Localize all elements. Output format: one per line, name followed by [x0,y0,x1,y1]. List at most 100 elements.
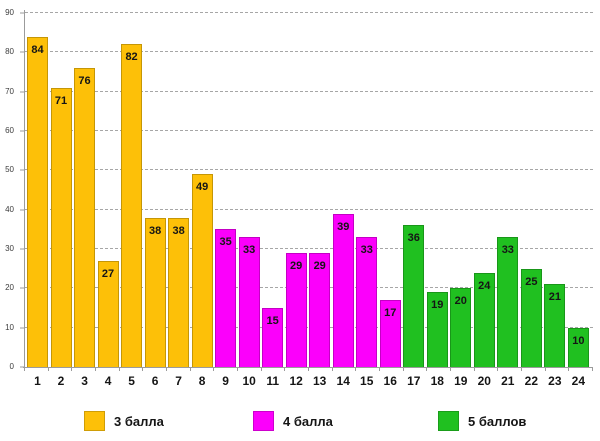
gridline [25,12,593,13]
y-axis-tick [20,91,25,93]
bar-value-label: 29 [313,259,326,272]
y-axis-tick [20,248,25,250]
legend-item-5-ballov: 5 баллов [438,411,526,431]
x-axis-tick [71,367,73,371]
bar: 76 [74,68,96,367]
x-axis-tick [118,367,120,371]
bar-value-label: 15 [266,315,279,327]
bar-value-label: 33 [243,244,256,257]
x-axis-label: 8 [198,374,206,388]
y-axis-tick [20,169,25,171]
x-axis-label: 3 [81,374,88,388]
x-axis-label: 9 [222,374,229,388]
gridline [25,51,593,53]
gridline [25,90,593,92]
legend-item-4-balla: 4 балла [253,411,333,431]
x-axis-tick [521,367,522,371]
x-axis-tick [237,367,238,371]
bar-value-label: 71 [54,94,68,107]
y-axis-tick [20,287,25,289]
legend-swatch-magenta [253,411,274,431]
bar: 36 [403,225,425,367]
x-axis-tick [189,367,191,371]
bar: 49 [191,174,213,367]
bar: 25 [520,268,542,367]
bar: 17 [379,300,401,367]
bar-value-label: 39 [337,220,350,233]
bar: 15 [262,308,284,367]
legend-label: 4 балла [283,413,333,429]
bar-value-label: 17 [384,307,397,320]
bar-value-label: 33 [360,244,373,257]
bar: 29 [309,252,331,367]
x-axis-label: 10 [242,374,256,388]
x-axis-label: 2 [57,374,65,388]
x-axis-tick [166,367,167,371]
x-axis-label: 15 [360,374,374,388]
x-axis-tick [24,367,25,371]
x-axis-label: 21 [501,374,515,388]
gridline [25,326,593,328]
y-axis-tick [20,12,25,14]
x-axis-tick [402,367,404,371]
bar: 19 [426,292,448,367]
x-axis-tick [497,367,499,371]
gridline [25,208,593,210]
x-axis-tick [426,367,428,371]
bar-value-label: 24 [478,279,491,292]
legend-label: 5 баллов [468,413,527,429]
bar-value-label: 84 [31,43,44,56]
bar: 71 [50,87,72,367]
x-axis-label: 13 [313,374,327,388]
x-axis-label: 5 [128,374,135,388]
legend-swatch-orange [84,411,105,431]
x-axis-tick [473,367,475,371]
x-axis-label: 4 [104,374,112,388]
bar-value-label: 25 [525,275,538,288]
x-axis-tick [308,367,309,371]
gridline [25,130,593,131]
bar: 21 [544,284,566,367]
x-axis-label: 6 [151,374,159,388]
bar-value-label: 19 [431,299,444,312]
y-axis-tick-label: 20 [5,283,14,293]
legend: 3 балла 4 балла 5 баллов [0,411,600,437]
x-axis-tick [260,367,262,371]
x-axis-tick [47,367,49,371]
x-axis-labels: 1 2 3 4 5 6 7 8 9 10 11 12 13 14 15 16 17 18 19 20 21 22 23 24 [25,374,591,388]
y-axis-tick-label: 40 [5,204,14,214]
legend-item-3-balla: 3 балла [84,411,164,431]
bar: 10 [567,327,589,367]
bar-value-label: 27 [101,267,115,280]
x-axis-tick [142,367,144,371]
x-axis-tick [284,367,286,371]
gridline [25,287,593,289]
x-axis-tick [544,367,546,371]
x-axis-label: 19 [454,374,468,388]
x-axis-label: 1 [34,374,41,388]
plot-area: 84 71 76 27 82 38 38 49 35 33 15 29 29 39 33 17 36 19 20 24… [23,10,593,368]
y-axis-tick [20,327,25,329]
x-axis-tick [331,367,333,371]
bar: 24 [473,272,495,367]
bar: 33 [356,237,378,367]
bar: 84 [27,36,48,367]
x-axis-label: 22 [524,374,538,388]
x-axis-tick [592,367,593,371]
x-axis-label: 23 [548,374,562,388]
y-axis-tick-label: 50 [5,165,14,175]
x-axis-ticks [24,367,593,372]
x-axis-label: 16 [383,374,397,388]
bar-value-label: 49 [195,181,209,194]
y-axis-tick [20,209,25,211]
y-axis-tick [20,130,25,132]
x-axis-label: 11 [266,374,279,388]
x-axis-tick [213,367,215,371]
bar-value-label: 38 [172,224,185,237]
bar: 38 [168,217,190,367]
y-axis-tick-label: 70 [5,86,14,96]
gridline [25,248,593,249]
y-axis-tick-label: 90 [5,8,14,17]
bar: 33 [238,237,260,367]
bars-container: 84 71 76 27 82 38 38 49 35 33 15 29 29 39 33 17 36 19 20 24… [25,13,591,367]
